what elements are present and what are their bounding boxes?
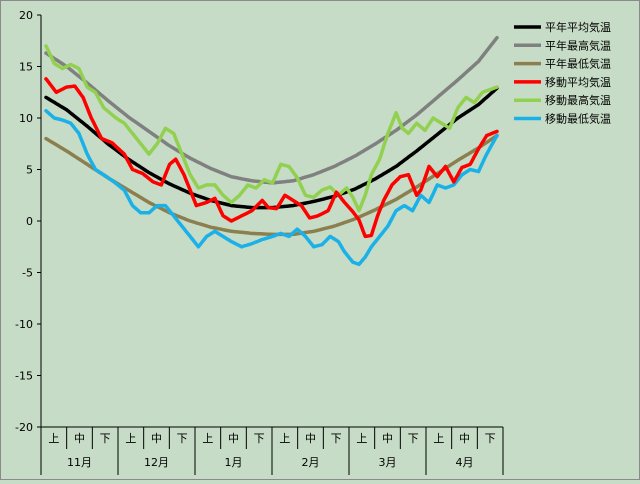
x-period-label: 下 bbox=[100, 432, 111, 445]
legend-label: 移動平均気温 bbox=[545, 75, 611, 89]
x-month-label: 12月 bbox=[144, 456, 169, 469]
x-period-label: 上 bbox=[279, 432, 290, 445]
x-period-label: 上 bbox=[202, 432, 213, 445]
x-period-label: 上 bbox=[48, 432, 59, 445]
x-period-label: 上 bbox=[356, 432, 367, 445]
x-period-label: 中 bbox=[305, 432, 316, 445]
y-tick-label: -20 bbox=[15, 421, 33, 434]
series-line bbox=[44, 77, 499, 239]
x-month-label: 4月 bbox=[456, 456, 474, 469]
x-month-label: 11月 bbox=[67, 456, 92, 469]
legend-label: 移動最高気温 bbox=[545, 93, 611, 107]
x-period-label: 中 bbox=[151, 432, 162, 445]
y-tick-label: 5 bbox=[26, 164, 33, 177]
y-tick-label: 0 bbox=[26, 215, 33, 228]
y-tick-label: -10 bbox=[15, 318, 33, 331]
x-period-label: 中 bbox=[74, 432, 85, 445]
x-period-label: 上 bbox=[125, 432, 136, 445]
x-period-label: 下 bbox=[331, 432, 342, 445]
y-tick-label: -15 bbox=[15, 370, 33, 383]
x-period-label: 下 bbox=[485, 432, 496, 445]
series-line bbox=[44, 109, 499, 267]
x-period-label: 上 bbox=[433, 432, 444, 445]
y-tick-label: 10 bbox=[19, 112, 33, 125]
y-tick-label: 20 bbox=[19, 9, 33, 22]
x-period-label: 下 bbox=[177, 432, 188, 445]
plot-area bbox=[41, 15, 503, 427]
x-period-label: 下 bbox=[254, 432, 265, 445]
legend-label: 平年最低気温 bbox=[545, 57, 611, 71]
x-month-label: 3月 bbox=[379, 456, 397, 469]
x-period-label: 中 bbox=[459, 432, 470, 445]
x-period-label: 中 bbox=[382, 432, 393, 445]
y-tick-label: -5 bbox=[22, 267, 33, 280]
x-month-label: 2月 bbox=[302, 456, 320, 469]
x-period-label: 中 bbox=[228, 432, 239, 445]
legend-label: 平年平均気温 bbox=[545, 20, 611, 34]
y-tick-label: 15 bbox=[19, 61, 33, 74]
x-period-label: 下 bbox=[408, 432, 419, 445]
series-line bbox=[44, 44, 499, 213]
legend-label: 移動最低気温 bbox=[545, 112, 611, 126]
x-month-label: 1月 bbox=[225, 456, 243, 469]
legend-label: 平年最高気温 bbox=[545, 38, 611, 52]
